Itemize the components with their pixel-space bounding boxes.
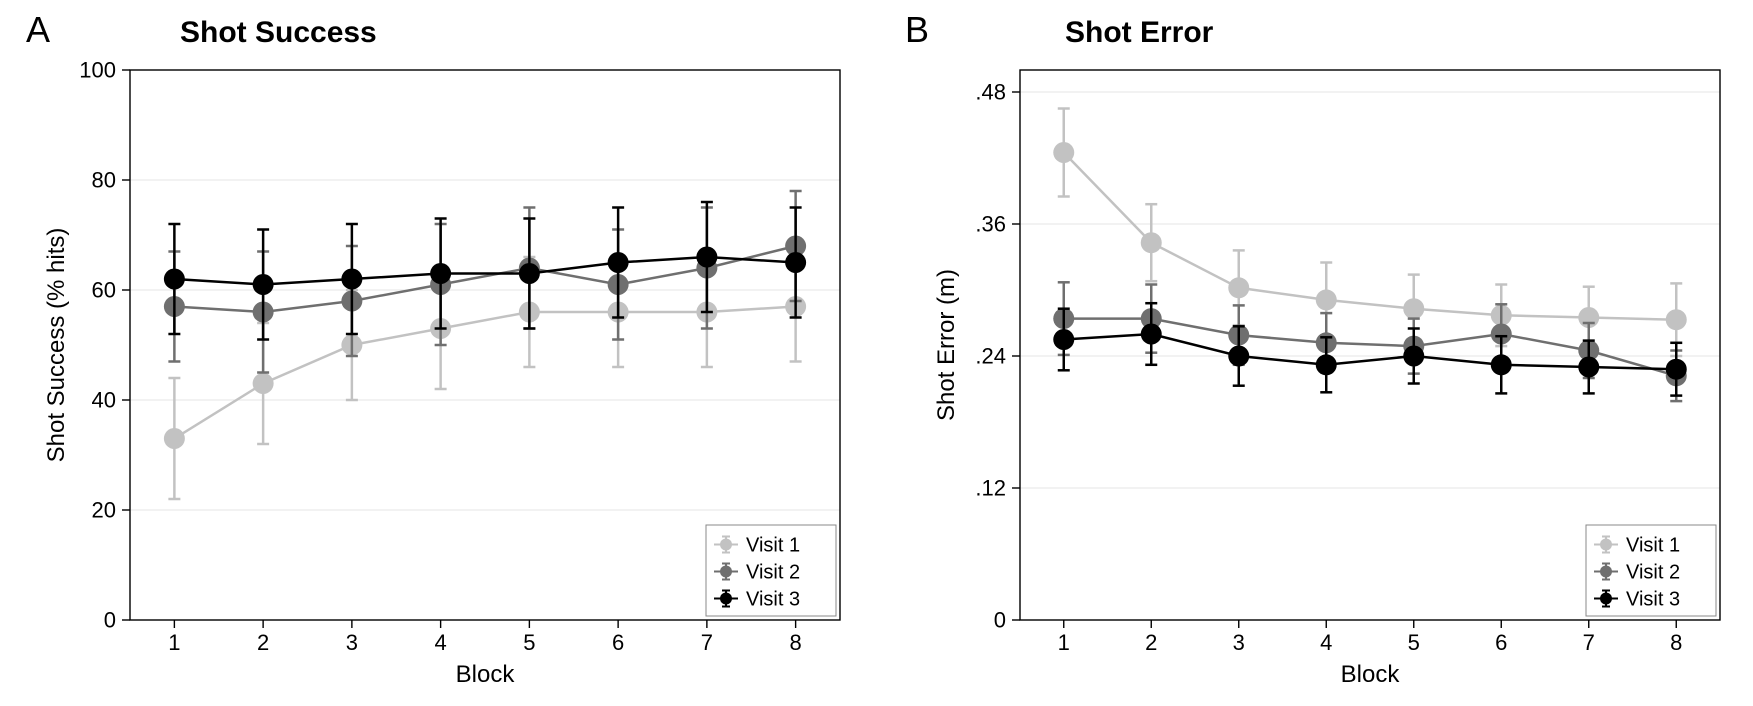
x-tick-label: 1 [1058,630,1070,655]
data-point [1228,346,1249,367]
x-tick-label: 5 [1408,630,1420,655]
chart-svg: 1 2 3 4 5 6 7 8 0 .12 .24 .36 .48 Block Shot Error (m)… [895,0,1745,706]
data-point [1403,346,1424,367]
y-tick-label: 20 [92,498,116,523]
data-point [1403,298,1424,319]
y-tick-label: 0 [994,608,1006,633]
x-axis-label: Block [1341,661,1401,688]
data-point [696,247,717,268]
y-tick-label: .48 [975,80,1006,105]
chart-svg: 12345678020406080100BlockShot Success (%… [10,0,869,706]
x-tick-label: 4 [1320,630,1332,655]
y-ticks: 0 .12 .24 .36 .48 [975,80,1020,633]
data-point [253,373,274,394]
legend-label: Visit 1 [746,535,800,557]
legend-label: Visit 3 [1626,589,1680,611]
y-axis-label: Shot Error (m) [933,269,960,421]
legend-label: Visit 2 [746,562,800,584]
x-tick-label: 8 [1670,630,1682,655]
x-tick-label: 6 [612,630,624,655]
data-point [1141,324,1162,345]
x-tick-label: 5 [523,630,535,655]
data-point [785,252,806,273]
y-tick-label: 0 [104,608,116,633]
data-point [164,269,185,290]
data-point [1316,289,1337,310]
x-tick-label: 7 [1583,630,1595,655]
panel-a: 12345678020406080100BlockShot Success (%… [10,0,869,706]
x-tick-label: 1 [168,630,180,655]
x-tick-label: 3 [1233,630,1245,655]
x-ticks: 1 2 3 4 5 6 7 8 [1058,620,1683,655]
y-tick-label: 80 [92,168,116,193]
data-point [1666,359,1687,380]
data-point [1141,232,1162,253]
data-point [164,428,185,449]
x-tick-label: 3 [346,630,358,655]
x-tick-label: 7 [701,630,713,655]
legend-label: Visit 2 [1626,562,1680,584]
panel-title: Shot Error [1065,16,1214,49]
legend-label: Visit 3 [746,589,800,611]
data-point [1228,277,1249,298]
legend: Visit 1 Visit 2 Visit 3 [1586,525,1716,616]
panel-letter: B [905,9,929,50]
grid [1020,92,1720,488]
data-point [1316,354,1337,375]
panel-b: 1 2 3 4 5 6 7 8 0 .12 .24 .36 .48 Block Shot Error (m)… [895,0,1745,706]
data-point [1666,309,1687,330]
y-tick-label: .24 [975,344,1006,369]
x-tick-label: 4 [435,630,447,655]
panel-title: Shot Success [180,16,377,49]
y-ticks: 0 20 40 60 80 100 [79,58,130,633]
data-point [430,263,451,284]
figure-root: 12345678020406080100BlockShot Success (%… [0,0,1753,706]
y-tick-label: 40 [92,388,116,413]
data-point [1053,329,1074,350]
data-point [341,269,362,290]
y-tick-label: 60 [92,278,116,303]
data-point [608,252,629,273]
y-tick-label: 100 [79,58,116,83]
legend: Visit 1 Visit 2 Visit 3 [706,525,836,616]
x-tick-label: 2 [1145,630,1157,655]
panel-letter: A [26,9,50,50]
y-axis-label: Shot Success (% hits) [43,228,70,463]
y-tick-label: .12 [975,476,1006,501]
x-ticks: 1 2 3 4 5 6 7 8 [168,620,802,655]
data-point [1053,142,1074,163]
data-point [1491,354,1512,375]
y-tick-label: .36 [975,212,1006,237]
grid [130,180,840,510]
data-point [519,263,540,284]
x-tick-label: 6 [1495,630,1507,655]
x-tick-label: 8 [790,630,802,655]
x-tick-label: 2 [257,630,269,655]
data-point [1578,357,1599,378]
legend-label: Visit 1 [1626,535,1680,557]
x-axis-label: Block [456,661,516,688]
data-point [253,274,274,295]
